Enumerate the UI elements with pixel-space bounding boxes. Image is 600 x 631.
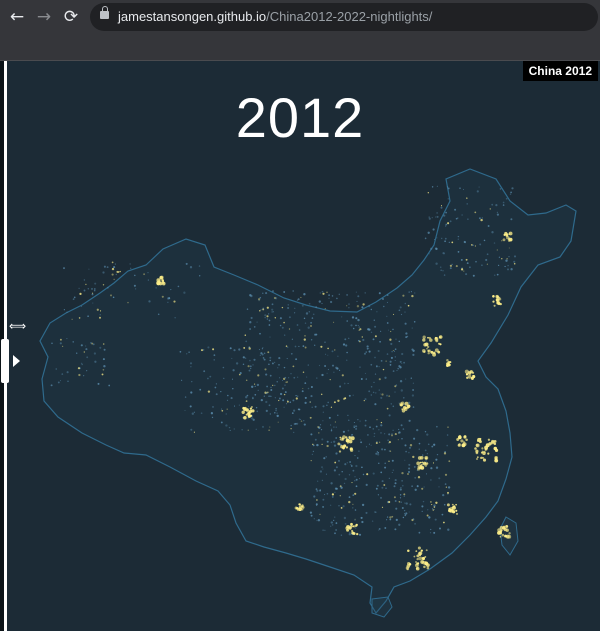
resize-cursor-icon: ⟺ [9,319,27,333]
china-outline [39,168,577,615]
url-host: jamestansongen.github.io [118,9,267,24]
bookmarks-bar [0,34,600,61]
year-title: 2012 [235,86,365,149]
layer-label: China 2012 [522,61,598,81]
address-bar[interactable]: jamestansongen.github.io/China2012-2022-… [90,3,598,31]
url-path: /China2012-2022-nightlights/ [266,9,433,24]
map-viewport[interactable]: ⟺ China 2012 2012 [0,61,600,631]
nightlights-map[interactable] [0,61,600,631]
forward-button[interactable]: → [33,6,55,28]
arrow-left-icon: ← [9,7,25,27]
back-button[interactable]: ← [6,6,28,28]
arrow-right-icon: → [36,7,52,27]
compare-slider-handle[interactable] [1,339,9,383]
chevron-right-icon[interactable] [13,355,20,367]
reload-icon: ⟳ [63,7,79,27]
browser-toolbar: ← → ⟳ jamestansongen.github.io/China2012… [0,0,600,34]
lock-icon [100,6,109,19]
night-lights-layer [50,185,517,571]
url-text: jamestansongen.github.io/China2012-2022-… [118,9,432,24]
reload-button[interactable]: ⟳ [60,6,82,28]
hainan-outline [371,596,393,618]
